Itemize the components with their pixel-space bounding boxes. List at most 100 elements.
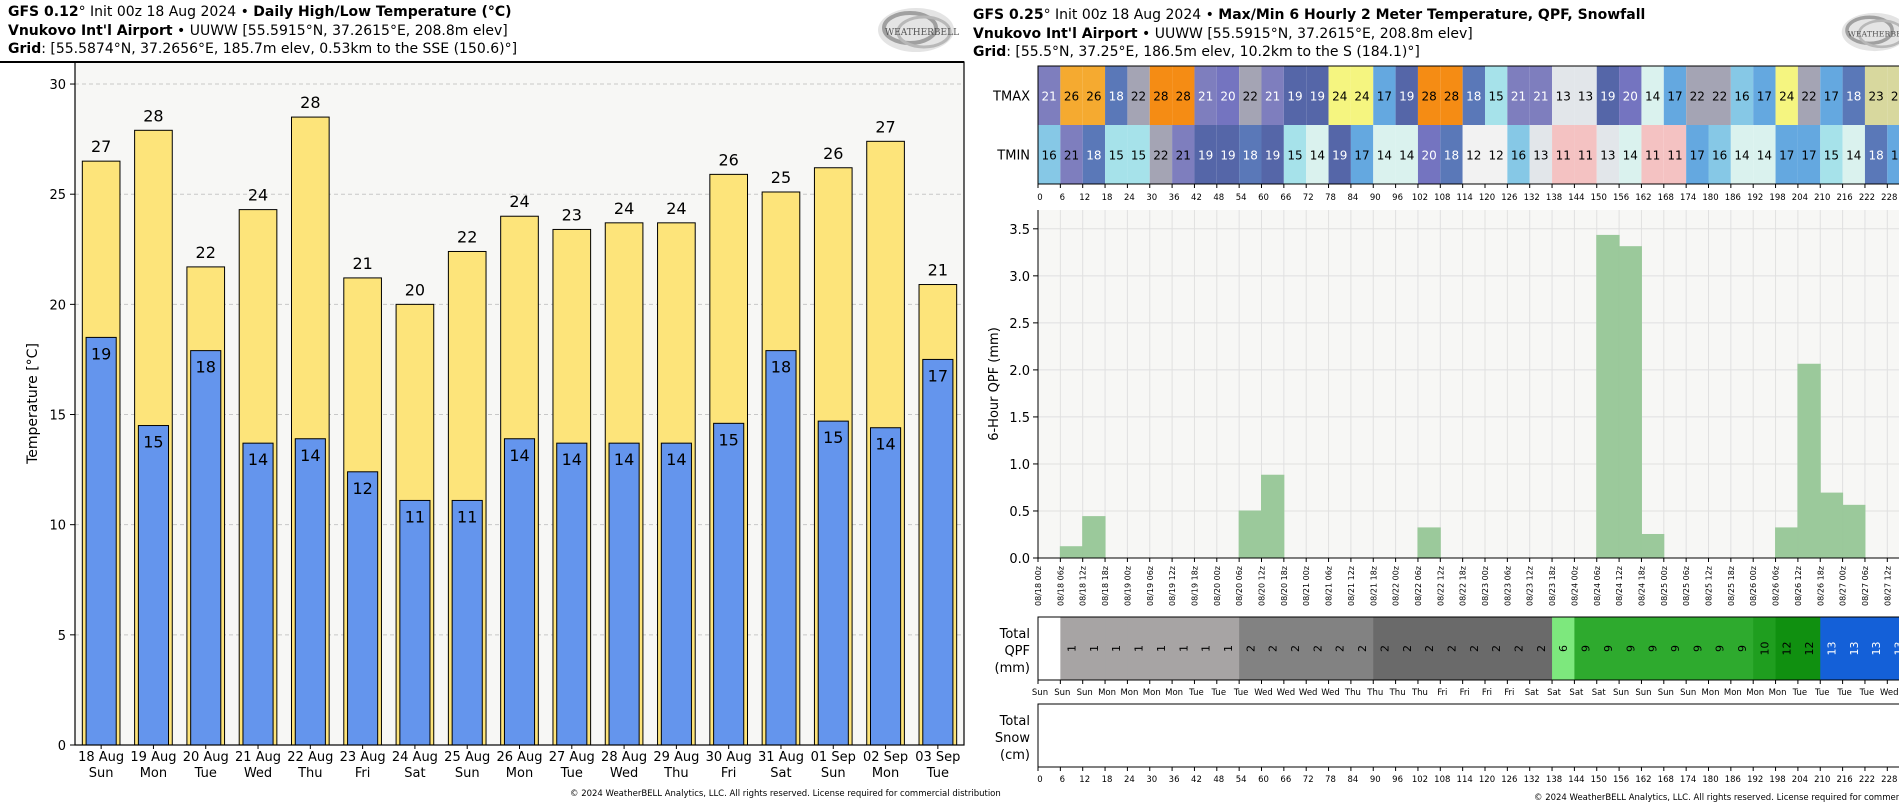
heatmap-x-label: 210 — [1814, 193, 1830, 203]
qpf-x-label: 08/27 00z — [1839, 566, 1848, 606]
heatmap-cell-value: 22 — [1131, 90, 1146, 104]
total-qpf-label-line2: QPF — [1004, 644, 1030, 659]
heatmap-x-label: 192 — [1747, 193, 1763, 203]
heatmap-cell-value: 18 — [1868, 149, 1883, 163]
qpf-bar — [1261, 474, 1285, 559]
low-temp-label: 14 — [300, 446, 320, 465]
heatmap-x-label: 150 — [1591, 193, 1607, 203]
total-qpf-day-label: Sun — [1077, 688, 1093, 698]
total-qpf-day-label: Sun — [1658, 688, 1674, 698]
total-qpf-cell — [1820, 617, 1844, 680]
total-snow-x-label: 114 — [1457, 775, 1473, 785]
total-qpf-cell — [1149, 617, 1173, 680]
heatmap-cell — [1529, 125, 1553, 184]
x-weekday-label: Thu — [663, 766, 688, 781]
x-weekday-label: Sun — [89, 766, 114, 781]
total-qpf-cell — [1462, 617, 1486, 680]
total-qpf-value: 2 — [1244, 645, 1257, 652]
x-weekday-label: Wed — [610, 766, 638, 781]
heatmap-cell — [1507, 66, 1530, 125]
low-temp-label: 11 — [457, 507, 477, 526]
qpf-x-label: 08/25 18z — [1727, 566, 1736, 606]
heatmap-cell-value: 18 — [1466, 90, 1481, 104]
low-temp-bar — [399, 499, 431, 746]
total-qpf-value: 1 — [1200, 645, 1213, 652]
heatmap-cell — [1708, 125, 1731, 184]
heatmap-cell-value: 19 — [1332, 149, 1347, 163]
heatmap-cell-value: 21 — [1198, 90, 1213, 104]
left-chart-header: GFS 0.12° Init 00z 18 Aug 2024 • Daily H… — [8, 3, 517, 59]
total-qpf-value: 1 — [1177, 645, 1190, 652]
qpf-x-label: 08/18 06z — [1056, 566, 1065, 606]
total-qpf-cell — [1507, 617, 1531, 680]
high-temp-label: 27 — [875, 117, 895, 136]
heatmap-cell — [1485, 66, 1508, 125]
heatmap-cell — [1283, 66, 1307, 125]
heatmap-cell-value: 14 — [1310, 149, 1325, 163]
high-temp-label: 26 — [823, 144, 843, 163]
qpf-y-tick-label: 1.0 — [1009, 458, 1030, 473]
heatmap-x-label: 54 — [1236, 193, 1247, 203]
qpf-x-label: 08/20 00z — [1213, 566, 1222, 606]
heatmap-cell — [1842, 66, 1865, 125]
heatmap-cell — [1149, 125, 1173, 184]
heatmap-cell-value: 19 — [1220, 149, 1235, 163]
total-qpf-value: 1 — [1066, 645, 1079, 652]
heatmap-cell-value: 18 — [1243, 149, 1258, 163]
total-snow-x-label: 120 — [1479, 775, 1495, 785]
heatmap-x-label: 6 — [1060, 193, 1065, 203]
total-qpf-label-line3: (mm) — [995, 661, 1030, 676]
heatmap-cell — [1864, 125, 1888, 184]
total-qpf-cell — [1619, 617, 1642, 680]
heatmap-cell — [1060, 125, 1083, 184]
total-qpf-value: 9 — [1669, 645, 1682, 652]
qpf-bar — [1082, 516, 1106, 559]
qpf-x-label: 08/22 00z — [1392, 566, 1401, 606]
low-temp-label: 15 — [143, 433, 163, 452]
high-temp-label: 22 — [457, 227, 477, 246]
total-qpf-cell — [1395, 617, 1419, 680]
low-temp-bar — [922, 358, 954, 746]
total-snow-x-label: 102 — [1412, 775, 1428, 785]
total-qpf-cell — [1753, 617, 1777, 680]
y-tick-label: 20 — [49, 298, 66, 313]
total-snow-x-label: 12 — [1079, 775, 1090, 785]
heatmap-cell — [1306, 66, 1329, 125]
heatmap-cell — [1239, 66, 1262, 125]
low-temp-bar — [190, 350, 222, 746]
heatmap-x-label: 156 — [1613, 193, 1629, 203]
total-qpf-day-label: Sat — [1547, 688, 1562, 698]
high-temp-label: 25 — [771, 168, 791, 187]
total-qpf-day-label: Mon — [1724, 688, 1742, 698]
heatmap-cell-value: 28 — [1444, 90, 1459, 104]
low-temp-bar — [347, 471, 379, 746]
total-qpf-cell — [1596, 617, 1620, 680]
low-temp-bar — [556, 442, 588, 746]
left-copyright: © 2024 WeatherBELL Analytics, LLC. All r… — [570, 789, 1001, 799]
total-qpf-cell — [1373, 617, 1397, 680]
total-qpf-value: 1 — [1110, 645, 1123, 652]
x-weekday-label: Tue — [926, 766, 949, 781]
high-temp-label: 24 — [509, 192, 529, 211]
total-qpf-value: 13 — [1892, 642, 1899, 656]
total-qpf-value: 9 — [1736, 645, 1749, 652]
total-qpf-cell — [1082, 617, 1106, 680]
heatmap-cell-value: 28 — [1176, 90, 1191, 104]
total-snow-x-label: 60 — [1258, 775, 1269, 785]
total-qpf-day-label: Tue — [1233, 688, 1249, 698]
total-qpf-value: 2 — [1535, 645, 1548, 652]
low-temp-bar — [503, 438, 536, 746]
heatmap-x-label: 174 — [1680, 193, 1696, 203]
y-tick-label: 5 — [58, 629, 66, 644]
heatmap-cell-value: 22 — [1153, 149, 1168, 163]
heatmap-cell-value: 14 — [1645, 90, 1660, 104]
qpf-y-tick-label: 3.0 — [1009, 270, 1030, 285]
y-axis-label: Temperature [°C] — [25, 343, 41, 465]
total-snow-x-label: 30 — [1146, 775, 1157, 785]
total-qpf-day-label: Sun — [1054, 688, 1070, 698]
heatmap-cell-value: 17 — [1354, 149, 1369, 163]
qpf-x-label: 08/20 06z — [1235, 566, 1244, 606]
total-qpf-cell — [1797, 617, 1821, 680]
qpf-x-label: 08/21 06z — [1325, 566, 1334, 606]
